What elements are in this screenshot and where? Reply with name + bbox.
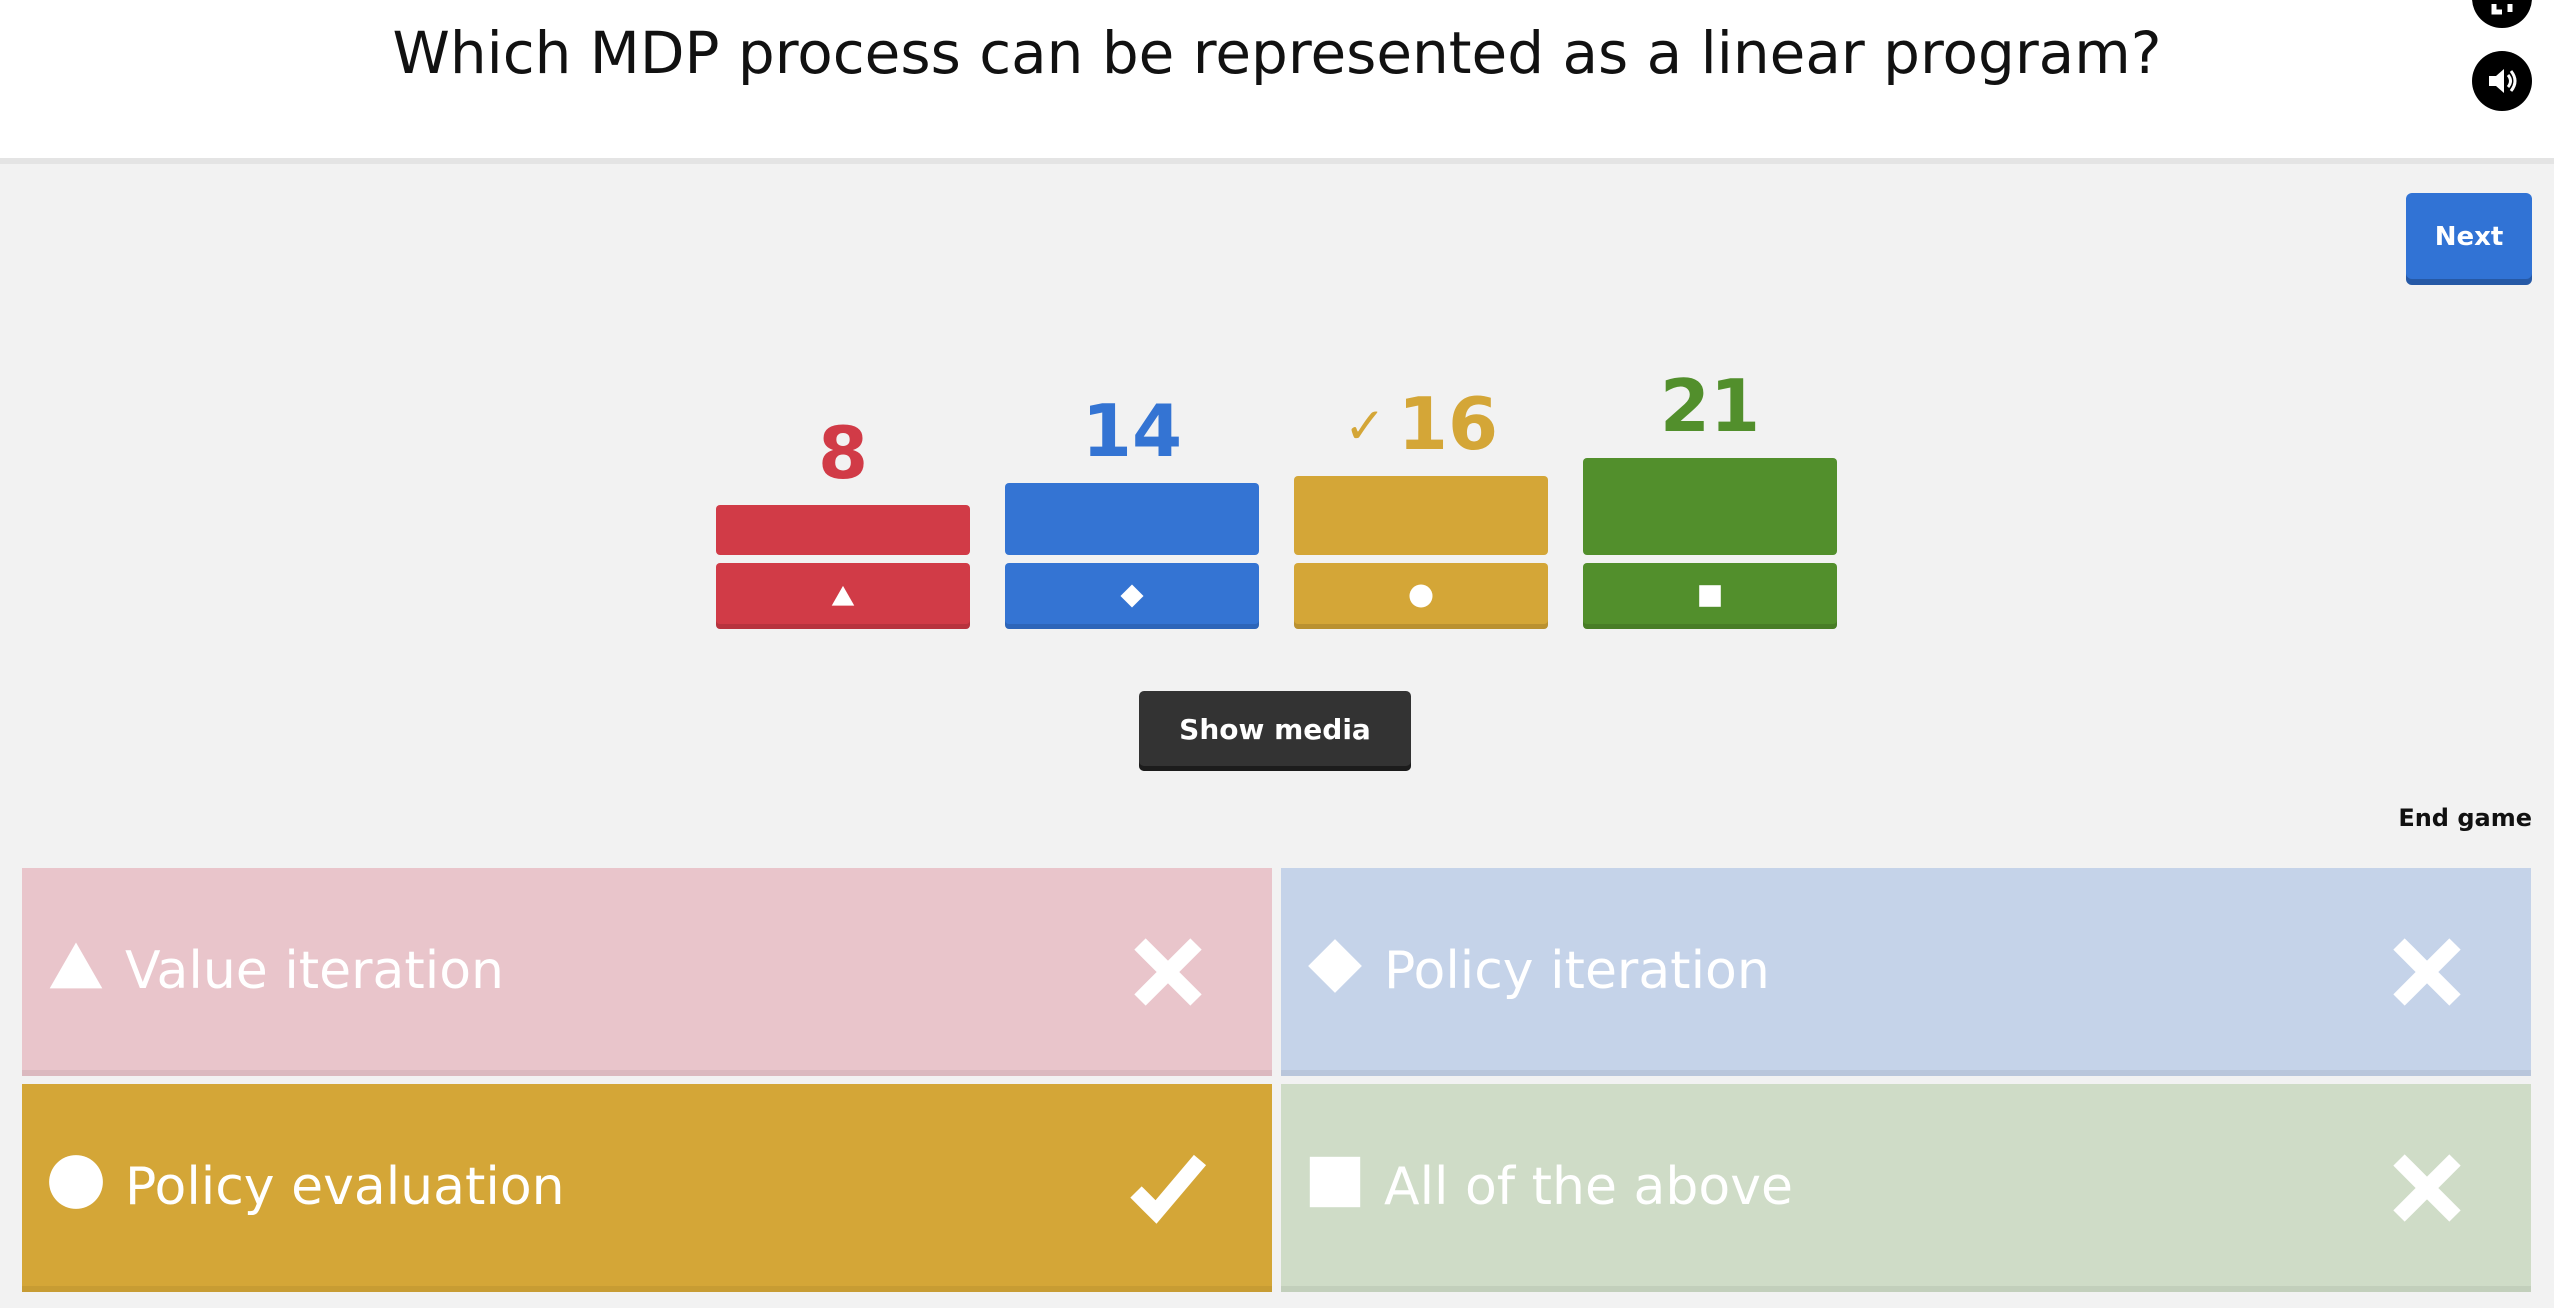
result-count-value: 8 xyxy=(817,411,869,495)
sound-icon xyxy=(2489,69,2517,93)
result-count-value: 16 xyxy=(1397,382,1499,467)
result-count-diamond: 14 xyxy=(1005,395,1259,467)
answer-option-circle[interactable]: Policy evaluation xyxy=(22,1084,1272,1292)
show-media-button[interactable]: Show media xyxy=(1139,691,1411,771)
result-count-square: 21 xyxy=(1583,370,1837,442)
result-count-triangle: 8 xyxy=(716,417,970,489)
result-shape-box-square xyxy=(1583,563,1837,629)
answer-label: All of the above xyxy=(1384,1157,1793,1217)
result-bar-square xyxy=(1583,458,1837,555)
sound-button[interactable] xyxy=(2472,51,2532,111)
square-icon xyxy=(1698,584,1722,608)
question-title: Which MDP process can be represented as … xyxy=(392,19,2162,87)
cross-icon xyxy=(1130,934,1206,1014)
result-shape-box-circle xyxy=(1294,563,1548,629)
fullscreen-button[interactable] xyxy=(2472,0,2532,28)
answer-label: Policy evaluation xyxy=(125,1157,565,1217)
result-column-diamond: 14 xyxy=(1005,0,1259,700)
result-count-circle: ✓ 16 xyxy=(1294,388,1548,462)
result-shape-box-triangle xyxy=(716,563,970,629)
result-column-square: 21 xyxy=(1583,0,1837,700)
result-count-value: 14 xyxy=(1081,389,1183,474)
answer-option-square[interactable]: All of the above xyxy=(1281,1084,2531,1292)
cross-icon xyxy=(2389,1150,2465,1230)
answer-option-triangle[interactable]: Value iteration xyxy=(22,868,1272,1076)
result-bar-circle xyxy=(1294,476,1548,555)
correct-check-icon: ✓ xyxy=(1343,397,1386,456)
diamond-icon xyxy=(1120,584,1144,608)
question-header: Which MDP process can be represented as … xyxy=(0,0,2554,164)
result-shape-box-diamond xyxy=(1005,563,1259,629)
answer-option-diamond[interactable]: Policy iteration xyxy=(1281,868,2531,1076)
circle-icon xyxy=(48,1154,104,1214)
results-chart: 8 14 ✓ 16 21 xyxy=(716,0,1837,700)
answer-label: Policy iteration xyxy=(1384,941,1770,1001)
checkmark-icon xyxy=(1130,1150,1207,1230)
result-bar-triangle xyxy=(716,505,970,555)
result-count-value: 21 xyxy=(1659,364,1761,448)
triangle-icon xyxy=(831,584,855,608)
cross-icon xyxy=(2389,934,2465,1014)
end-game-link[interactable]: End game xyxy=(2398,804,2532,832)
result-column-triangle: 8 xyxy=(716,0,970,700)
answer-label: Value iteration xyxy=(125,941,505,1001)
fullscreen-icon xyxy=(2491,4,2513,15)
result-bar-diamond xyxy=(1005,483,1259,555)
circle-icon xyxy=(1409,584,1433,608)
diamond-icon xyxy=(1307,938,1363,998)
next-button[interactable]: Next xyxy=(2406,193,2532,285)
triangle-icon xyxy=(48,938,104,998)
result-column-circle: ✓ 16 xyxy=(1294,0,1548,700)
square-icon xyxy=(1307,1154,1363,1214)
